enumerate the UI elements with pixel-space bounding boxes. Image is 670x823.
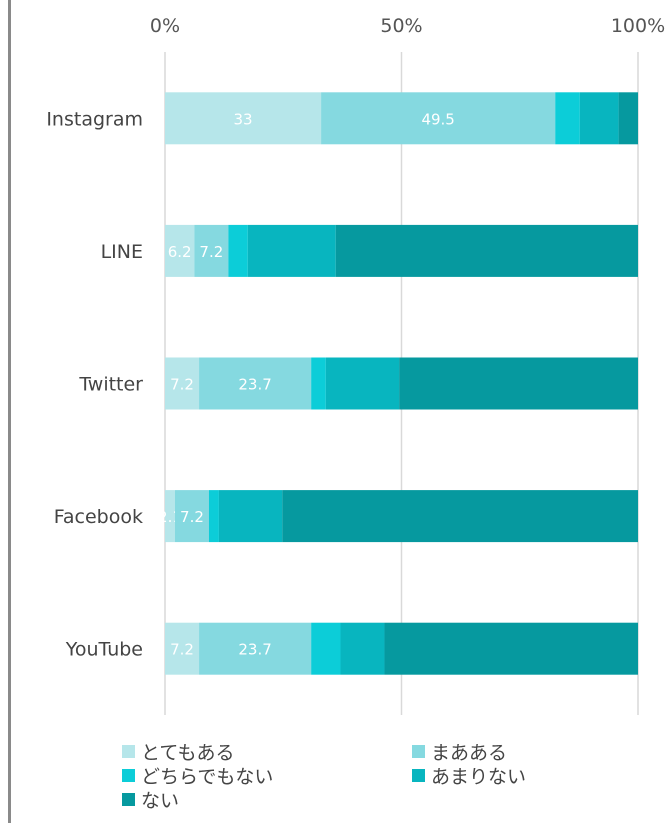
bar-segment: [165, 357, 200, 410]
legend-label: まあある: [431, 742, 508, 764]
bar-segment: [228, 224, 248, 277]
bar-segment: [208, 490, 219, 543]
legend-item-nai: ない: [122, 786, 179, 813]
bar-segment: [165, 622, 200, 675]
bar-segment: [335, 224, 638, 277]
legend-label: とてもある: [141, 742, 235, 764]
data-label: 6.2: [168, 243, 192, 261]
legend-item-maa-aru: まあある: [412, 738, 507, 765]
bar-segment: [165, 224, 195, 277]
bar-segment: [165, 490, 175, 543]
bar-segment: [579, 92, 619, 145]
category-label: LINE: [101, 241, 143, 263]
bar-segment: [218, 490, 283, 543]
data-label: 7.2: [170, 641, 194, 659]
data-label: 23.7: [238, 641, 271, 659]
legend-label: あまりない: [431, 766, 527, 788]
bar-segment: [618, 92, 638, 145]
bar-segment: [321, 92, 556, 145]
legend-swatch: [122, 745, 135, 758]
data-label: 33: [233, 110, 252, 128]
category-label: Instagram: [46, 108, 143, 130]
bar-segment: [384, 622, 638, 675]
legend-item-dochira-demo-nai: どちらでもない: [122, 762, 273, 789]
x-tick-label: 50%: [380, 15, 422, 37]
bar-segment: [174, 490, 209, 543]
bar-segment: [247, 224, 336, 277]
bar-segment: [165, 92, 322, 145]
bar-segment: [340, 622, 385, 675]
category-label: Twitter: [78, 374, 143, 396]
legend-item-amari-nai: あまりない: [412, 762, 526, 789]
legend-swatch: [412, 769, 425, 782]
category-label: Facebook: [54, 506, 143, 528]
legend-item-totemo-aru: とてもある: [122, 738, 234, 765]
bar-segment: [311, 622, 341, 675]
legend-label: ない: [141, 790, 180, 812]
bar-segment: [399, 357, 638, 410]
legend-swatch: [412, 745, 425, 758]
x-tick-label: 100%: [611, 15, 665, 37]
bar-segment: [325, 357, 400, 410]
data-label: 7.2: [180, 508, 204, 526]
bar-segment: [282, 490, 638, 543]
legend-swatch: [122, 769, 135, 782]
data-label: 7.2: [170, 376, 194, 394]
left-border: [8, 0, 11, 823]
legend-label: どちらでもない: [141, 766, 274, 788]
data-label: 7.2: [199, 243, 223, 261]
data-label: 49.5: [421, 110, 454, 128]
bar-segment: [199, 622, 312, 675]
data-label: 23.7: [238, 376, 271, 394]
bar-segment: [199, 357, 312, 410]
x-tick-label: 0%: [150, 15, 180, 37]
bar-segment: [555, 92, 580, 145]
category-label: YouTube: [65, 639, 143, 661]
legend-swatch: [122, 793, 135, 806]
bar-segment: [311, 357, 326, 410]
bar-segment: [194, 224, 229, 277]
